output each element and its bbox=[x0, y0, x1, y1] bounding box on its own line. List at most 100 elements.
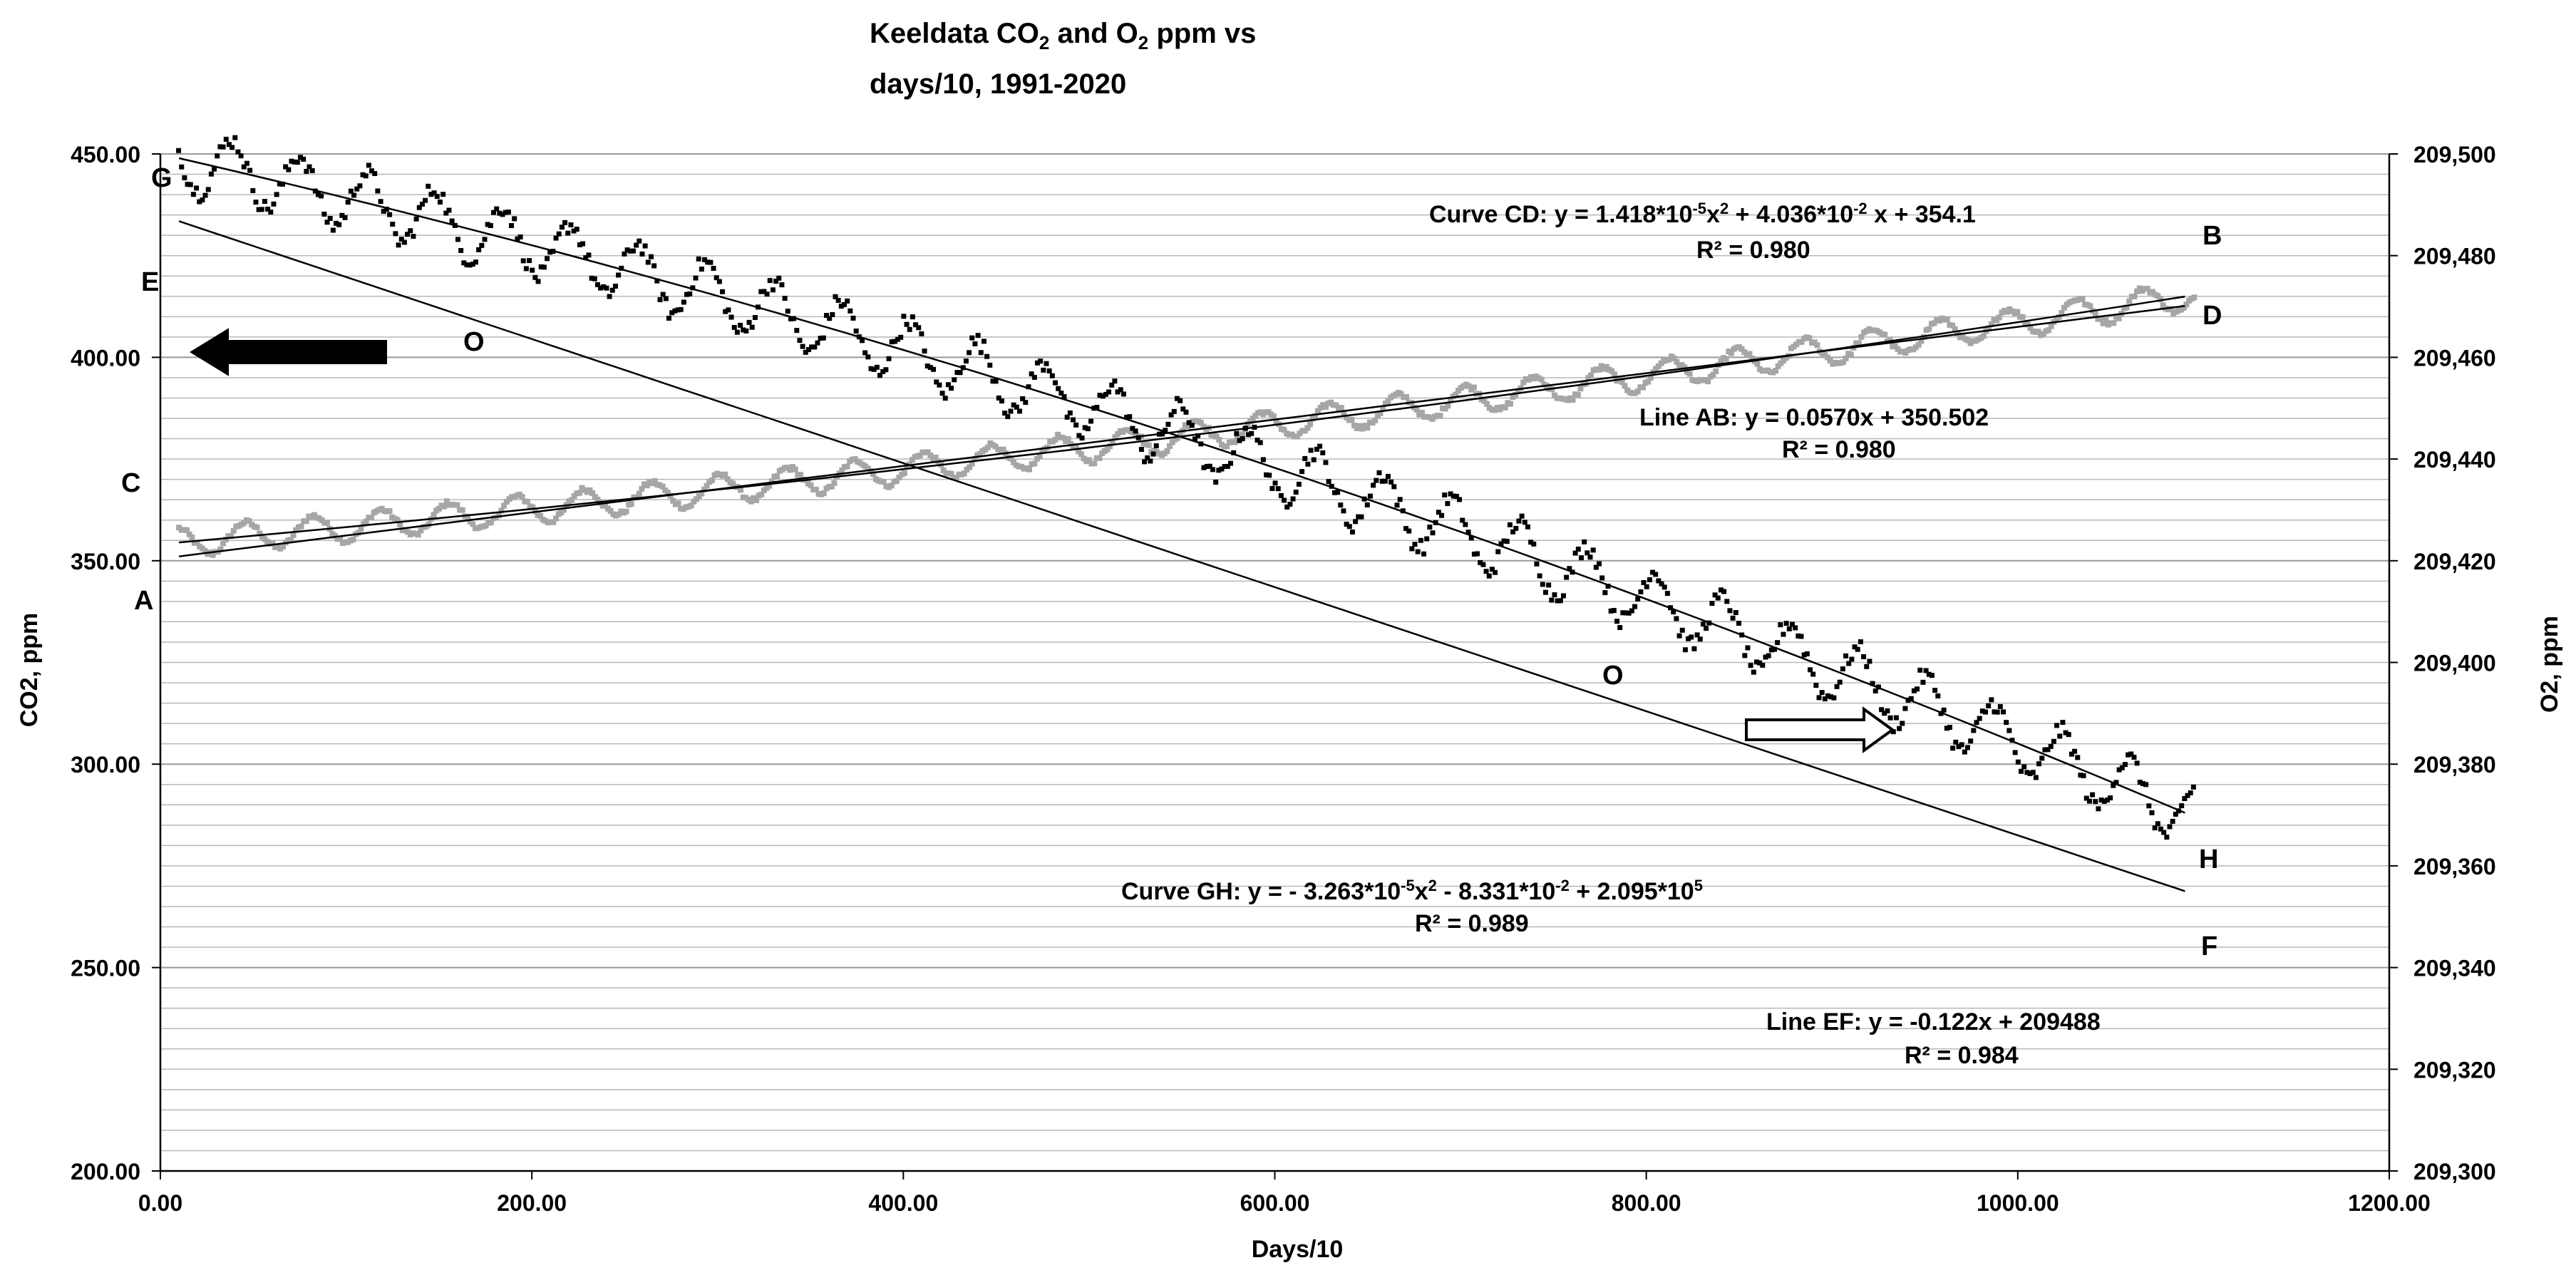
o2-point bbox=[1171, 408, 1177, 414]
o2-point bbox=[604, 285, 609, 291]
o2-point bbox=[957, 370, 963, 376]
y-left-tick-label: 350.00 bbox=[71, 549, 140, 574]
o2-point bbox=[2075, 755, 2081, 760]
co2-point bbox=[1806, 335, 1813, 341]
y-right-tick-label: 209,300 bbox=[2413, 1159, 2496, 1184]
o2-point bbox=[1486, 573, 1492, 579]
co2-point bbox=[2144, 286, 2150, 292]
o2-point bbox=[1145, 455, 1150, 460]
co2-point bbox=[1060, 435, 1066, 441]
o2-point bbox=[1222, 464, 1227, 470]
co2-point bbox=[1713, 368, 1719, 374]
o2-point bbox=[292, 159, 297, 165]
o2-point bbox=[616, 272, 622, 278]
co2-point bbox=[2092, 311, 2098, 317]
o2-point bbox=[800, 344, 805, 349]
o2-point bbox=[1555, 598, 1560, 604]
o2-point bbox=[1781, 631, 1786, 637]
co2-point bbox=[1619, 379, 1625, 386]
co2-point bbox=[1167, 443, 1173, 449]
o2-point bbox=[354, 186, 360, 192]
o2-point bbox=[443, 210, 449, 216]
o2-point bbox=[720, 289, 726, 294]
o2-point bbox=[1808, 667, 1813, 673]
o2-point bbox=[827, 316, 833, 321]
o2-point bbox=[250, 187, 256, 193]
o2-point bbox=[1582, 539, 1587, 544]
o2-point bbox=[1950, 745, 1956, 751]
o2-point bbox=[2190, 784, 2196, 790]
o2-point bbox=[1418, 537, 1423, 543]
o2-point bbox=[408, 228, 413, 234]
trendline-line-ef bbox=[178, 220, 2185, 892]
o2-point bbox=[927, 365, 933, 371]
co2-point bbox=[1858, 334, 1865, 340]
o2-point bbox=[532, 274, 538, 280]
o2-point bbox=[1135, 435, 1141, 440]
o2-point bbox=[1810, 671, 1816, 677]
o2-point bbox=[622, 251, 627, 257]
o2-point bbox=[336, 222, 342, 227]
co2-point bbox=[1008, 455, 1014, 462]
o2-point bbox=[230, 145, 235, 150]
o2-point bbox=[1320, 450, 1326, 455]
co2-point bbox=[659, 483, 666, 490]
o2-point bbox=[226, 142, 232, 148]
o2-point bbox=[1885, 708, 1890, 713]
o2-point bbox=[1374, 478, 1379, 483]
point-label-a: A bbox=[134, 586, 153, 616]
co2-point bbox=[436, 505, 442, 512]
o2-point bbox=[1822, 696, 1828, 702]
x-tick-label: 200.00 bbox=[497, 1190, 567, 1216]
o2-point bbox=[880, 368, 886, 374]
o2-point bbox=[1082, 425, 1088, 430]
co2-point bbox=[1304, 425, 1311, 431]
o2-point bbox=[1938, 711, 1944, 716]
co2-point bbox=[738, 487, 744, 493]
o2-point bbox=[279, 181, 285, 187]
co2-point bbox=[1718, 358, 1724, 365]
co2-point bbox=[1538, 376, 1545, 383]
o2-point bbox=[2090, 792, 2096, 798]
o2-point bbox=[1852, 644, 1858, 650]
co2-point bbox=[1814, 342, 1820, 349]
o2-point bbox=[369, 168, 375, 174]
co2-point bbox=[2131, 293, 2138, 299]
co2-point bbox=[1338, 405, 1344, 411]
o2-point bbox=[2024, 770, 2030, 775]
o2-point bbox=[931, 366, 937, 372]
o2-point bbox=[387, 212, 393, 217]
co2-point bbox=[1052, 436, 1058, 443]
o2-point bbox=[503, 210, 508, 215]
y-right-tick-label: 209,400 bbox=[2413, 651, 2496, 676]
o2-point bbox=[1106, 389, 1112, 395]
o2-point bbox=[1537, 573, 1542, 579]
o2-point bbox=[535, 279, 541, 284]
o2-point bbox=[1451, 493, 1456, 499]
o2-point bbox=[1421, 551, 1427, 557]
o2-point bbox=[1947, 725, 1952, 731]
o2-point bbox=[301, 156, 306, 162]
co2-point bbox=[1073, 444, 1079, 450]
co2-point bbox=[1197, 420, 1204, 426]
o2-point bbox=[2078, 773, 2083, 778]
o2-point bbox=[1638, 589, 1644, 594]
co2-point bbox=[1798, 339, 1805, 345]
o2-point bbox=[785, 309, 790, 314]
o2-point bbox=[259, 207, 264, 212]
o2-point bbox=[2012, 750, 2018, 755]
o2-point bbox=[705, 259, 711, 265]
o2-point bbox=[381, 208, 386, 214]
o2-point bbox=[304, 168, 309, 174]
x-axis-label: Days/10 bbox=[1252, 1236, 1344, 1263]
co2-point bbox=[1481, 398, 1488, 404]
co2-point bbox=[1403, 393, 1409, 400]
o2-point bbox=[2063, 730, 2068, 736]
o2-point bbox=[773, 279, 779, 284]
o2-point bbox=[1041, 367, 1046, 373]
o2-point bbox=[467, 262, 473, 268]
o2-point bbox=[845, 298, 850, 304]
o2-point bbox=[1061, 394, 1067, 400]
o2-point bbox=[580, 241, 586, 247]
o2-point bbox=[1038, 358, 1044, 364]
